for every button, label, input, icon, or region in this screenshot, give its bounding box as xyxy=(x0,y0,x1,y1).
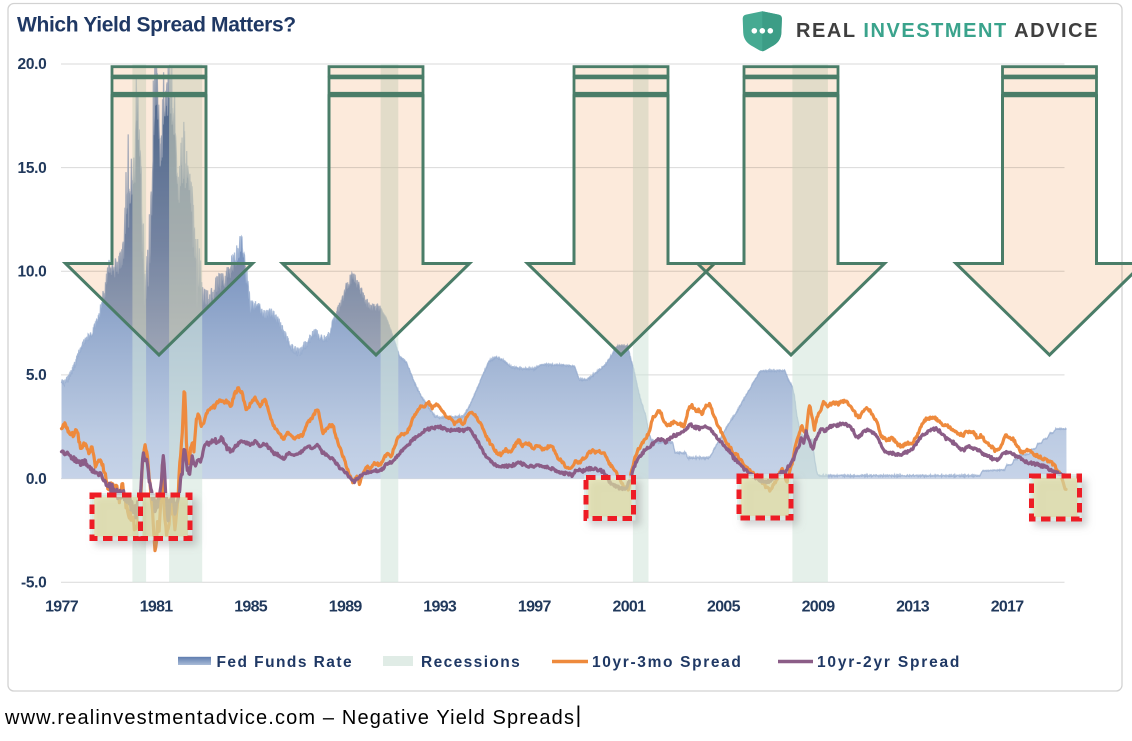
svg-text:20.0: 20.0 xyxy=(18,56,47,73)
svg-text:0.0: 0.0 xyxy=(26,471,47,488)
svg-text:REAL INVESTMENT ADVICE: REAL INVESTMENT ADVICE xyxy=(796,20,1099,42)
svg-text:www.realinvestmentadvice.com –: www.realinvestmentadvice.com – Negative … xyxy=(4,707,575,729)
svg-text:2013: 2013 xyxy=(896,599,930,616)
svg-text:10yr-2yr Spread: 10yr-2yr Spread xyxy=(817,654,961,671)
svg-text:1993: 1993 xyxy=(423,599,457,616)
svg-text:Recessions: Recessions xyxy=(421,654,521,671)
svg-text:15.0: 15.0 xyxy=(18,160,47,177)
svg-text:10.0: 10.0 xyxy=(18,264,47,281)
svg-text:2001: 2001 xyxy=(613,599,647,616)
svg-text:2005: 2005 xyxy=(707,599,741,616)
svg-text:5.0: 5.0 xyxy=(26,367,47,384)
svg-text:Which Yield Spread Matters?: Which Yield Spread Matters? xyxy=(17,14,296,37)
svg-text:2009: 2009 xyxy=(802,599,836,616)
svg-text:2017: 2017 xyxy=(991,599,1025,616)
svg-text:1997: 1997 xyxy=(518,599,552,616)
svg-text:Fed Funds Rate: Fed Funds Rate xyxy=(217,654,354,671)
svg-text:-5.0: -5.0 xyxy=(21,575,47,592)
svg-text:1985: 1985 xyxy=(234,599,268,616)
svg-text:1981: 1981 xyxy=(140,599,174,616)
svg-text:10yr-3mo Spread: 10yr-3mo Spread xyxy=(592,654,743,671)
svg-text:1989: 1989 xyxy=(329,599,363,616)
svg-text:1977: 1977 xyxy=(45,599,79,616)
